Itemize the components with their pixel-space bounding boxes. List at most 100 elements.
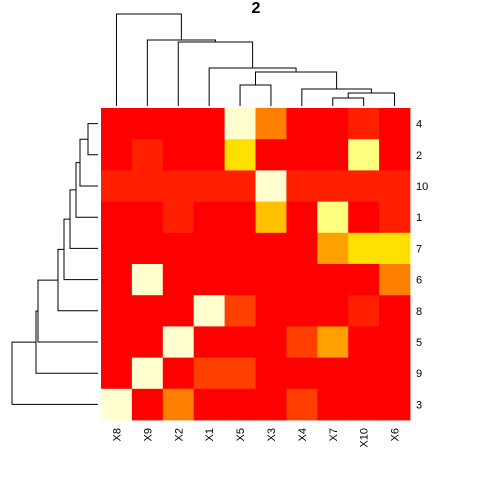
- y-tick-label: 10: [416, 181, 428, 193]
- heatmap-cells: [101, 108, 411, 421]
- column-dendrogram-link: [208, 67, 297, 106]
- column-dendrogram-link: [255, 71, 338, 89]
- y-tick-label: 4: [416, 119, 422, 131]
- column-dendrogram-link: [146, 39, 216, 106]
- row-dendrogram-link: [69, 189, 98, 249]
- heatmap-cell: [348, 357, 380, 390]
- heatmap-cell: [379, 232, 411, 265]
- heatmap-cell: [348, 326, 380, 358]
- heatmap-cell: [162, 170, 195, 202]
- heatmap-cell: [317, 232, 349, 265]
- heatmap-cell: [255, 170, 287, 202]
- heatmap-cell: [379, 201, 411, 234]
- heatmap-cell: [162, 388, 195, 421]
- heatmap-cell: [255, 388, 287, 421]
- heatmap-cell: [162, 326, 195, 358]
- heatmap-cell: [162, 264, 195, 296]
- heatmap-cell: [348, 201, 380, 234]
- heatmap-cell: [255, 357, 287, 390]
- heatmap-cell: [255, 201, 287, 234]
- x-tick-label: X8: [111, 428, 123, 441]
- x-tick-label: X3: [266, 428, 278, 441]
- x-tick-label: X2: [173, 428, 185, 441]
- heatmap-cell: [379, 170, 411, 202]
- y-tick-label: 3: [416, 399, 422, 411]
- heatmap-cell: [317, 326, 349, 358]
- heatmap-cell: [224, 108, 256, 140]
- heatmap-cell: [224, 388, 256, 421]
- x-tick-label: X10: [359, 428, 371, 448]
- heatmap-cell: [101, 170, 133, 202]
- heatmap-cell: [286, 295, 318, 327]
- heatmap-cell: [379, 264, 411, 296]
- heatmap-cell: [317, 295, 349, 327]
- heatmap-cell: [193, 108, 225, 140]
- heatmap-cell: [348, 388, 380, 421]
- x-tick-label: X1: [204, 428, 216, 441]
- column-dendrogram-link: [347, 92, 396, 106]
- heatmap-cell: [286, 201, 318, 234]
- x-tick-label: X9: [142, 428, 154, 441]
- heatmap-cell: [193, 357, 225, 390]
- heatmap-cell: [193, 170, 225, 202]
- heatmap-cell: [131, 295, 164, 327]
- heatmap-cell: [193, 264, 225, 296]
- heatmap-cell: [317, 388, 349, 421]
- y-tick-label: 2: [416, 150, 422, 162]
- row-dendrogram: [11, 123, 98, 405]
- heatmap-cell: [193, 201, 225, 234]
- heatmap-cell: [101, 295, 133, 327]
- heatmap-cell: [317, 201, 349, 234]
- x-tick-label: X5: [235, 428, 247, 441]
- heatmap-cell: [131, 357, 164, 390]
- heatmap-cell: [101, 357, 133, 390]
- heatmap-cell: [286, 357, 318, 390]
- heatmap-cell: [224, 264, 256, 296]
- column-dendrogram-link: [332, 97, 365, 106]
- heatmap-cell: [255, 232, 287, 265]
- heatmap-cell: [131, 326, 164, 358]
- heatmap-cell: [286, 108, 318, 140]
- row-dendrogram-link: [11, 341, 98, 405]
- heatmap-cell: [224, 357, 256, 390]
- heatmap-cell: [224, 326, 256, 358]
- row-dendrogram-link: [79, 138, 98, 187]
- heatmap-cell: [131, 170, 164, 202]
- heatmap-cell: [193, 326, 225, 358]
- heatmap-cell: [101, 201, 133, 234]
- heatmap-cell: [348, 139, 380, 171]
- heatmap-cell: [286, 264, 318, 296]
- x-tick-label: X7: [328, 428, 340, 441]
- chart-title: 2: [252, 0, 261, 17]
- heatmap-cell: [224, 295, 256, 327]
- y-tick-label: 8: [416, 306, 422, 318]
- heatmap-cell: [193, 388, 225, 421]
- row-dendrogram-link: [63, 218, 98, 281]
- heatmap-cell: [379, 295, 411, 327]
- heatmap-cell: [162, 232, 195, 265]
- row-dendrogram-link: [87, 123, 98, 156]
- x-tick-label: X4: [297, 428, 309, 441]
- heatmap-cell: [101, 388, 133, 421]
- heatmap-cell: [379, 108, 411, 140]
- y-tick-label: 7: [416, 243, 422, 255]
- heatmap-cell: [379, 326, 411, 358]
- heatmap-cell: [348, 295, 380, 327]
- heatmap-cell: [317, 264, 349, 296]
- heatmap-cell: [286, 388, 318, 421]
- heatmap-cell: [379, 139, 411, 171]
- heatmap-cell: [255, 108, 287, 140]
- heatmap-cell: [162, 357, 195, 390]
- heatmap-cell: [101, 264, 133, 296]
- heatmap-cell: [379, 388, 411, 421]
- heatmap-cell: [224, 201, 256, 234]
- heatmap-cell: [317, 139, 349, 171]
- y-tick-label: 9: [416, 368, 422, 380]
- heatmap-cell: [317, 357, 349, 390]
- heatmap-cell: [101, 139, 133, 171]
- heatmap-cell: [317, 170, 349, 202]
- heatmap-cell: [162, 201, 195, 234]
- heatmap-cell: [131, 108, 164, 140]
